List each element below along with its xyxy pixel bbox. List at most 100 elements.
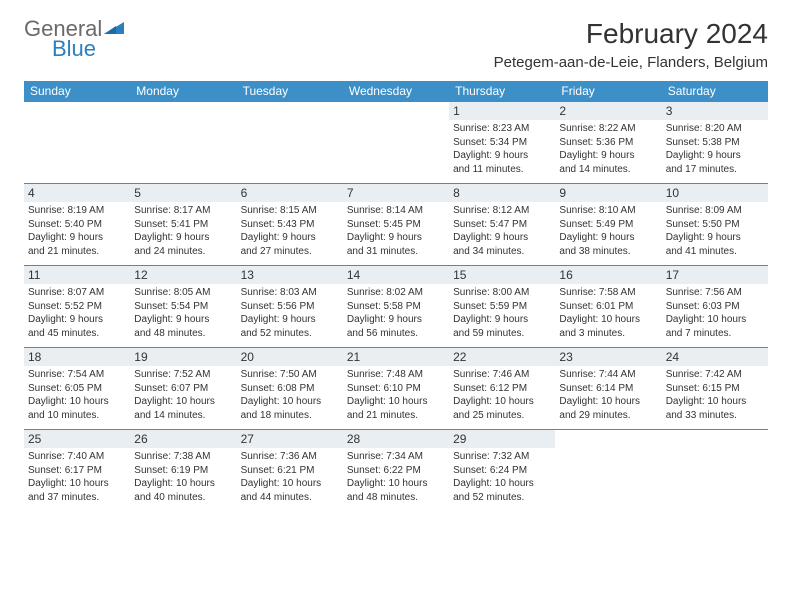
- sunset-line: Sunset: 6:01 PM: [559, 300, 657, 314]
- calendar-day-cell: 12Sunrise: 8:05 AMSunset: 5:54 PMDayligh…: [130, 266, 236, 348]
- sunrise-line: Sunrise: 7:56 AM: [666, 286, 764, 300]
- daylight-line-2: and 37 minutes.: [28, 491, 126, 505]
- calendar-day-cell: [130, 102, 236, 184]
- day-details: Sunrise: 7:32 AMSunset: 6:24 PMDaylight:…: [453, 450, 551, 504]
- sunrise-line: Sunrise: 8:15 AM: [241, 204, 339, 218]
- sunset-line: Sunset: 6:22 PM: [347, 464, 445, 478]
- daylight-line-1: Daylight: 10 hours: [666, 313, 764, 327]
- sunrise-line: Sunrise: 8:02 AM: [347, 286, 445, 300]
- daylight-line-1: Daylight: 10 hours: [453, 477, 551, 491]
- daylight-line-1: Daylight: 10 hours: [559, 313, 657, 327]
- sunrise-line: Sunrise: 7:40 AM: [28, 450, 126, 464]
- calendar-day-cell: 22Sunrise: 7:46 AMSunset: 6:12 PMDayligh…: [449, 348, 555, 430]
- sunset-line: Sunset: 5:41 PM: [134, 218, 232, 232]
- sunrise-line: Sunrise: 8:00 AM: [453, 286, 551, 300]
- calendar-week-row: 4Sunrise: 8:19 AMSunset: 5:40 PMDaylight…: [24, 184, 768, 266]
- daylight-line-2: and 17 minutes.: [666, 163, 764, 177]
- sunrise-line: Sunrise: 7:46 AM: [453, 368, 551, 382]
- day-number: 11: [24, 266, 130, 284]
- calendar-day-cell: 6Sunrise: 8:15 AMSunset: 5:43 PMDaylight…: [237, 184, 343, 266]
- sunrise-line: Sunrise: 8:09 AM: [666, 204, 764, 218]
- calendar-day-cell: 7Sunrise: 8:14 AMSunset: 5:45 PMDaylight…: [343, 184, 449, 266]
- sunrise-line: Sunrise: 7:44 AM: [559, 368, 657, 382]
- sunset-line: Sunset: 6:19 PM: [134, 464, 232, 478]
- daylight-line-1: Daylight: 10 hours: [559, 395, 657, 409]
- daylight-line-1: Daylight: 9 hours: [28, 231, 126, 245]
- daylight-line-1: Daylight: 10 hours: [28, 477, 126, 491]
- day-number: 19: [130, 348, 236, 366]
- daylight-line-1: Daylight: 10 hours: [134, 477, 232, 491]
- calendar-week-row: 1Sunrise: 8:23 AMSunset: 5:34 PMDaylight…: [24, 102, 768, 184]
- calendar-day-cell: [555, 430, 661, 512]
- sunset-line: Sunset: 5:52 PM: [28, 300, 126, 314]
- daylight-line-1: Daylight: 9 hours: [28, 313, 126, 327]
- calendar-day-cell: 9Sunrise: 8:10 AMSunset: 5:49 PMDaylight…: [555, 184, 661, 266]
- sunset-line: Sunset: 5:34 PM: [453, 136, 551, 150]
- sunset-line: Sunset: 6:05 PM: [28, 382, 126, 396]
- day-details: Sunrise: 8:02 AMSunset: 5:58 PMDaylight:…: [347, 286, 445, 340]
- day-number: 29: [449, 430, 555, 448]
- daylight-line-1: Daylight: 9 hours: [453, 149, 551, 163]
- sunset-line: Sunset: 6:21 PM: [241, 464, 339, 478]
- daylight-line-2: and 52 minutes.: [453, 491, 551, 505]
- calendar-day-cell: [237, 102, 343, 184]
- daylight-line-1: Daylight: 10 hours: [347, 477, 445, 491]
- day-number: 8: [449, 184, 555, 202]
- sunrise-line: Sunrise: 8:22 AM: [559, 122, 657, 136]
- sunset-line: Sunset: 5:54 PM: [134, 300, 232, 314]
- daylight-line-2: and 7 minutes.: [666, 327, 764, 341]
- calendar-table: SundayMondayTuesdayWednesdayThursdayFrid…: [24, 81, 768, 512]
- daylight-line-2: and 3 minutes.: [559, 327, 657, 341]
- day-number: 2: [555, 102, 661, 120]
- daylight-line-2: and 14 minutes.: [134, 409, 232, 423]
- day-number: 14: [343, 266, 449, 284]
- daylight-line-2: and 33 minutes.: [666, 409, 764, 423]
- logo-text-blue: Blue: [52, 38, 124, 60]
- sunset-line: Sunset: 5:56 PM: [241, 300, 339, 314]
- day-number: 15: [449, 266, 555, 284]
- sunrise-line: Sunrise: 8:23 AM: [453, 122, 551, 136]
- calendar-day-cell: 23Sunrise: 7:44 AMSunset: 6:14 PMDayligh…: [555, 348, 661, 430]
- daylight-line-2: and 10 minutes.: [28, 409, 126, 423]
- sunrise-line: Sunrise: 8:17 AM: [134, 204, 232, 218]
- day-details: Sunrise: 7:36 AMSunset: 6:21 PMDaylight:…: [241, 450, 339, 504]
- weekday-header: Thursday: [449, 81, 555, 102]
- day-number: 9: [555, 184, 661, 202]
- day-details: Sunrise: 7:40 AMSunset: 6:17 PMDaylight:…: [28, 450, 126, 504]
- calendar-day-cell: 20Sunrise: 7:50 AMSunset: 6:08 PMDayligh…: [237, 348, 343, 430]
- daylight-line-2: and 38 minutes.: [559, 245, 657, 259]
- sunset-line: Sunset: 6:03 PM: [666, 300, 764, 314]
- daylight-line-1: Daylight: 9 hours: [666, 149, 764, 163]
- sunset-line: Sunset: 6:08 PM: [241, 382, 339, 396]
- calendar-week-row: 11 Sunrise: 8:07 AMSunset: 5:52 PMDayligh…: [24, 266, 768, 348]
- sunrise-line: Sunrise: 8:12 AM: [453, 204, 551, 218]
- calendar-day-cell: 29 Sunrise: 7:32 AMSunset: 6:24 PMDayligh…: [449, 430, 555, 512]
- daylight-line-2: and 11 minutes.: [453, 163, 551, 177]
- daylight-line-2: and 29 minutes.: [559, 409, 657, 423]
- daylight-line-2: and 31 minutes.: [347, 245, 445, 259]
- day-details: Sunrise: 8:00 AMSunset: 5:59 PMDaylight:…: [453, 286, 551, 340]
- daylight-line-2: and 14 minutes.: [559, 163, 657, 177]
- sunrise-line: Sunrise: 7:42 AM: [666, 368, 764, 382]
- day-number: 13: [237, 266, 343, 284]
- sunrise-line: Sunrise: 8:19 AM: [28, 204, 126, 218]
- sunset-line: Sunset: 5:43 PM: [241, 218, 339, 232]
- calendar-day-cell: 27Sunrise: 7:36 AMSunset: 6:21 PMDayligh…: [237, 430, 343, 512]
- daylight-line-1: Daylight: 10 hours: [241, 395, 339, 409]
- sunrise-line: Sunrise: 7:50 AM: [241, 368, 339, 382]
- daylight-line-1: Daylight: 9 hours: [666, 231, 764, 245]
- sunrise-line: Sunrise: 7:54 AM: [28, 368, 126, 382]
- day-number: 24: [662, 348, 768, 366]
- day-details: Sunrise: 8:15 AMSunset: 5:43 PMDaylight:…: [241, 204, 339, 258]
- weekday-header: Sunday: [24, 81, 130, 102]
- weekday-header: Wednesday: [343, 81, 449, 102]
- daylight-line-2: and 25 minutes.: [453, 409, 551, 423]
- sunrise-line: Sunrise: 8:14 AM: [347, 204, 445, 218]
- day-details: Sunrise: 8:07 AMSunset: 5:52 PMDaylight:…: [28, 286, 126, 340]
- day-number: 25: [24, 430, 130, 448]
- calendar-day-cell: 13Sunrise: 8:03 AMSunset: 5:56 PMDayligh…: [237, 266, 343, 348]
- calendar-week-row: 25 Sunrise: 7:40 AMSunset: 6:17 PMDayligh…: [24, 430, 768, 512]
- calendar-day-cell: 19Sunrise: 7:52 AMSunset: 6:07 PMDayligh…: [130, 348, 236, 430]
- day-number: 26: [130, 430, 236, 448]
- day-details: Sunrise: 7:58 AMSunset: 6:01 PMDaylight:…: [559, 286, 657, 340]
